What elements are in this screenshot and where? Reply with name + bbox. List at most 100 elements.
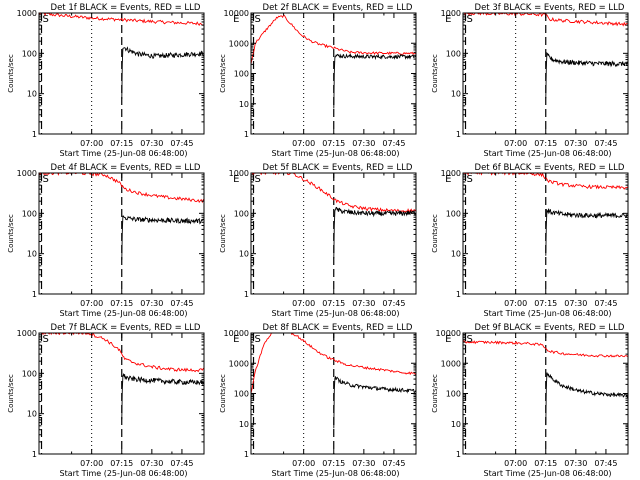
- y-tick-label: 10: [239, 100, 249, 109]
- y-tick-label: 1: [244, 130, 249, 139]
- x-axis-label: Start Time (25-Jun-08 06:48:00): [60, 469, 188, 478]
- y-tick-label: 1: [32, 290, 37, 299]
- x-tick-label: 07:30: [352, 299, 375, 308]
- series-lld: [463, 173, 628, 190]
- y-tick-label: 100: [22, 369, 37, 378]
- x-tick-label: 07:00: [292, 299, 315, 308]
- y-axis-label: Counts/sec: [219, 374, 227, 413]
- y-axis-label: Counts/sec: [219, 214, 227, 253]
- series-lld: [39, 13, 204, 27]
- x-tick-label: 07:45: [382, 459, 405, 468]
- y-tick-label: 100: [446, 49, 461, 58]
- chart-det-9f: Det 9f BLACK = Events, RED = LLD Counts/s…: [431, 323, 629, 478]
- chart-det-6f: Det 6f BLACK = Events, RED = LLD Counts/s…: [431, 163, 629, 318]
- chart-det-3f: Det 3f BLACK = Events, RED = LLD Counts/s…: [431, 3, 629, 158]
- y-axis-label: Counts/sec: [7, 54, 15, 93]
- marker-label-e: E: [233, 14, 239, 25]
- series-events: [545, 208, 628, 256]
- chart-det-2f: Det 2f BLACK = Events, RED = LLD Counts/s…: [219, 3, 451, 158]
- x-axis-label: Start Time (25-Jun-08 06:48:00): [484, 469, 612, 478]
- marker-label-s: S: [255, 334, 261, 345]
- x-axis-label: Start Time (25-Jun-08 06:48:00): [272, 309, 400, 318]
- x-tick-label: 07:30: [352, 139, 375, 148]
- marker-label-s: S: [467, 14, 473, 25]
- chart-title: Det 1f BLACK = Events, RED = LLD: [51, 3, 201, 13]
- marker-label-s: S: [43, 14, 49, 25]
- x-tick-label: 07:30: [564, 139, 587, 148]
- x-tick-label: 07:45: [170, 139, 193, 148]
- y-tick-label: 1: [456, 450, 461, 459]
- marker-label-e: E: [233, 174, 239, 185]
- x-axis-label: Start Time (25-Jun-08 06:48:00): [484, 149, 612, 158]
- y-tick-label: 1: [456, 130, 461, 139]
- y-tick-label: 1: [244, 290, 249, 299]
- y-tick-label: 1000: [229, 39, 249, 48]
- x-tick-label: 07:00: [292, 459, 315, 468]
- y-tick-label: 10: [239, 420, 249, 429]
- x-tick-label: 07:15: [110, 459, 133, 468]
- x-tick-label: 07:30: [564, 459, 587, 468]
- chart-title: Det 6f BLACK = Events, RED = LLD: [475, 163, 625, 173]
- y-tick-label: 10000: [224, 9, 249, 18]
- chart-det-7f: Det 7f BLACK = Events, RED = LLD Counts/s…: [7, 323, 239, 478]
- y-axis-label: Counts/sec: [219, 54, 227, 93]
- x-tick-label: 07:45: [594, 299, 617, 308]
- x-tick-label: 07:30: [352, 459, 375, 468]
- y-tick-label: 1: [244, 450, 249, 459]
- x-tick-label: 07:00: [504, 299, 527, 308]
- y-tick-label: 100: [234, 209, 249, 218]
- x-tick-label: 07:15: [110, 139, 133, 148]
- x-tick-label: 07:30: [140, 139, 163, 148]
- y-tick-label: 1000: [17, 9, 37, 18]
- chart-det-5f: Det 5f BLACK = Events, RED = LLD Counts/s…: [219, 163, 451, 318]
- y-axis-label: Counts/sec: [7, 214, 15, 253]
- x-axis-label: Start Time (25-Jun-08 06:48:00): [60, 309, 188, 318]
- chart-title: Det 9f BLACK = Events, RED = LLD: [475, 323, 625, 333]
- x-tick-label: 07:00: [80, 299, 103, 308]
- y-tick-label: 100: [22, 49, 37, 58]
- marker-label-s: S: [467, 174, 473, 185]
- x-tick-label: 07:00: [504, 139, 527, 148]
- marker-label-s: S: [255, 174, 261, 185]
- x-tick-label: 07:45: [594, 139, 617, 148]
- x-tick-label: 07:15: [534, 459, 557, 468]
- chart-title: Det 7f BLACK = Events, RED = LLD: [51, 323, 201, 333]
- y-tick-label: 1: [32, 450, 37, 459]
- x-tick-label: 07:15: [322, 299, 345, 308]
- marker-label-s: S: [43, 334, 49, 345]
- marker-label-s: S: [467, 334, 473, 345]
- x-tick-label: 07:15: [534, 139, 557, 148]
- y-axis-label: Counts/sec: [431, 214, 439, 253]
- marker-label-e: E: [233, 334, 239, 345]
- series-lld: [251, 333, 416, 394]
- chart-title: Det 8f BLACK = Events, RED = LLD: [263, 323, 413, 333]
- y-tick-label: 1000: [441, 359, 461, 368]
- x-tick-label: 07:30: [140, 299, 163, 308]
- series-events: [545, 372, 628, 426]
- x-tick-label: 07:15: [322, 459, 345, 468]
- y-tick-label: 10: [27, 410, 37, 419]
- y-tick-label: 10: [451, 420, 461, 429]
- chart-title: Det 3f BLACK = Events, RED = LLD: [475, 3, 625, 13]
- y-axis-label: Counts/sec: [7, 374, 15, 413]
- chart-det-4f: Det 4f BLACK = Events, RED = LLD Counts/s…: [7, 163, 239, 318]
- x-tick-label: 07:00: [80, 139, 103, 148]
- x-tick-label: 07:00: [80, 459, 103, 468]
- series-lld: [39, 333, 204, 373]
- x-axis-label: Start Time (25-Jun-08 06:48:00): [272, 149, 400, 158]
- y-tick-label: 10: [27, 250, 37, 259]
- x-axis-label: Start Time (25-Jun-08 06:48:00): [484, 309, 612, 318]
- y-tick-label: 1: [32, 130, 37, 139]
- marker-label-e: E: [445, 14, 451, 25]
- series-events: [121, 46, 204, 99]
- y-tick-label: 1000: [17, 169, 37, 178]
- series-lld: [251, 14, 416, 65]
- series-events: [545, 51, 628, 99]
- x-tick-label: 07:30: [564, 299, 587, 308]
- chart-title: Det 4f BLACK = Events, RED = LLD: [51, 163, 201, 173]
- x-tick-label: 07:45: [594, 459, 617, 468]
- y-tick-label: 1000: [441, 9, 461, 18]
- y-tick-label: 100: [234, 390, 249, 399]
- chart-det-8f: Det 8f BLACK = Events, RED = LLD Counts/s…: [219, 323, 451, 478]
- y-tick-label: 1000: [17, 329, 37, 338]
